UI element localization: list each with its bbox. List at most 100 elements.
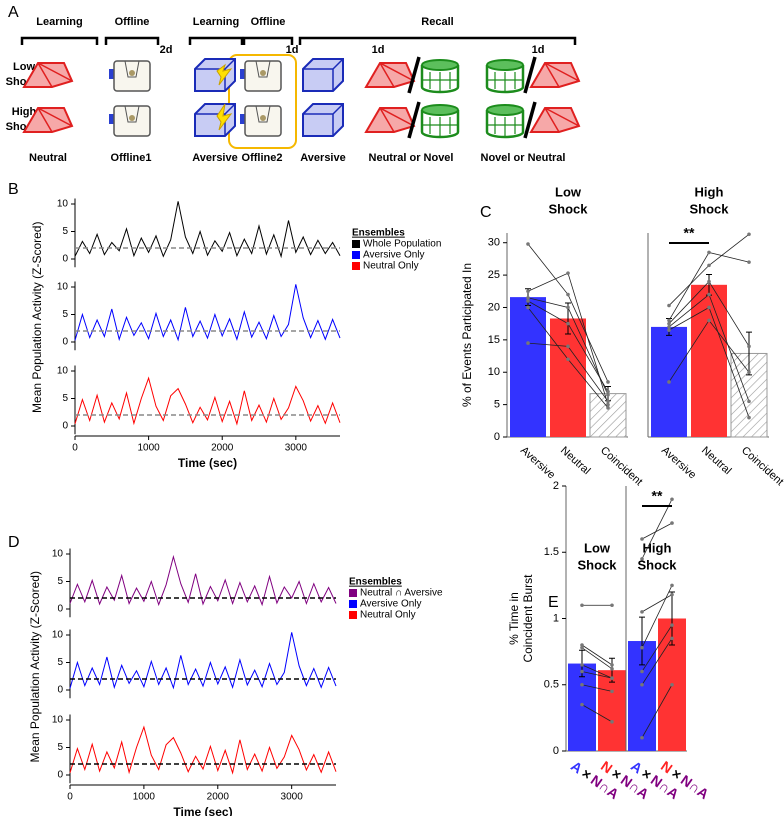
aversive-context-edge (303, 103, 344, 136)
y-tick-label: 0 (553, 745, 559, 757)
subject-point (526, 242, 530, 246)
error-bar (669, 591, 675, 646)
y-tick-label: 0 (57, 685, 63, 696)
subject-point (667, 380, 671, 384)
homecage-hopper (124, 60, 140, 78)
interval-label: 2d (160, 44, 173, 56)
error-bar (746, 331, 752, 376)
subject-point (606, 380, 610, 384)
shock-bolt (216, 63, 233, 86)
row-label: Low (13, 61, 35, 73)
x-tick-label: Neutral (699, 444, 733, 477)
subject-point (707, 318, 711, 323)
subject-point (526, 305, 530, 310)
subject-point (580, 643, 584, 647)
y-tick-label: 5 (62, 393, 68, 404)
phase-label: Offline (251, 16, 286, 28)
bar (598, 670, 626, 751)
neutral-context-edge (37, 107, 73, 133)
bar (510, 297, 546, 437)
subject-point (566, 292, 570, 297)
legend-title: Ensembles (349, 577, 402, 588)
subject-point (580, 669, 584, 674)
subject-point (526, 299, 530, 303)
mouse (260, 70, 266, 76)
y-tick-label: 0 (57, 770, 63, 781)
subject-point (606, 399, 610, 404)
caption: Neutral or Novel (369, 152, 454, 164)
highlight-box (228, 54, 297, 149)
subject-point (747, 370, 751, 375)
x-tick-label: 2000 (211, 443, 234, 454)
group-title: Shock (548, 201, 588, 216)
subject-point (667, 303, 671, 308)
aversive-context (302, 58, 344, 92)
subject-point (526, 289, 530, 294)
subject-point (580, 645, 584, 650)
y-tick-label: 10 (57, 199, 69, 210)
subject-point (526, 341, 530, 345)
x-tick-label: Neutral (558, 444, 592, 477)
bracket (242, 36, 294, 45)
x-axis-label: Time (sec) (178, 456, 237, 470)
subject-point (610, 667, 614, 671)
group-title: Shock (689, 201, 729, 216)
neutral-context-edge (379, 107, 415, 133)
x-tick-label: 3000 (281, 792, 304, 803)
subject-point (580, 702, 584, 707)
y-tick-label: 5 (494, 399, 500, 411)
y-tick-label: 5 (57, 657, 63, 668)
subject-point (707, 250, 711, 255)
homecage-hopper (255, 60, 271, 78)
subject-point (670, 682, 674, 687)
subject-point (670, 623, 674, 627)
subject-point (610, 663, 614, 667)
legend-label: Aversive Only (363, 250, 425, 261)
aversive-context (194, 58, 236, 92)
subject-line (581, 664, 613, 679)
y-tick-label: 5 (57, 742, 63, 753)
subject-point (670, 636, 674, 641)
neutral-context-edge (544, 62, 580, 88)
interval-label: 1d (372, 44, 385, 56)
x-tick-label: 3000 (285, 443, 308, 454)
novel-context-bars (487, 117, 523, 136)
legend-label: Neutral Only (360, 610, 416, 621)
subject-point (670, 521, 674, 525)
mouse (260, 115, 266, 121)
y-tick-label: 25 (488, 269, 500, 281)
y-tick-label: 0.5 (544, 679, 559, 691)
y-axis-label: % Time in (507, 592, 521, 645)
subject-point (580, 603, 584, 608)
subject-line (641, 624, 673, 672)
panel-label: D (8, 534, 20, 551)
y-tick-label: 0 (62, 337, 68, 348)
novel-context-top (421, 59, 459, 71)
trace (69, 554, 337, 607)
neutral-context (22, 107, 74, 133)
trace (69, 725, 337, 775)
y-tick-label: 5 (57, 576, 63, 587)
y-tick-label: 0 (62, 421, 68, 432)
subject-point (566, 271, 570, 275)
subject-line (641, 499, 673, 560)
interval-label: 1d (286, 44, 299, 56)
subject-point (707, 279, 711, 284)
subject-point (606, 389, 610, 394)
bracket (104, 36, 160, 45)
subject-line (641, 594, 673, 613)
panel-label: A (8, 4, 19, 21)
y-tick-label: 2 (553, 480, 559, 492)
neutral-context-edge (544, 107, 580, 133)
legend-swatch (349, 589, 357, 597)
caption: Neutral (29, 152, 67, 164)
subject-line (581, 704, 613, 723)
subject-point (566, 357, 570, 362)
subject-point (747, 232, 751, 237)
y-tick-label: 15 (488, 334, 500, 346)
bar (568, 663, 596, 751)
phase-label: Offline (115, 16, 150, 28)
row-label: High (12, 106, 37, 118)
homecage-tab (240, 114, 246, 124)
